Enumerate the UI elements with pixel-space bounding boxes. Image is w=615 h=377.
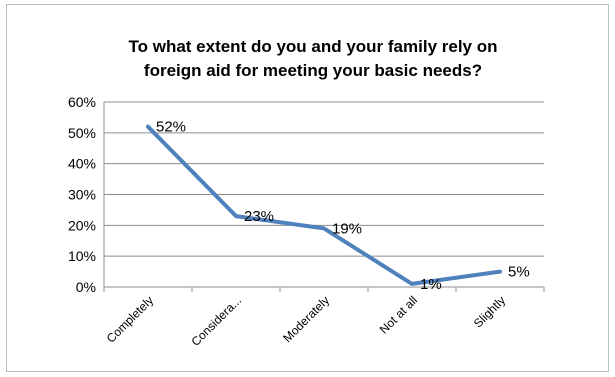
series-line: [146, 124, 502, 286]
x-category-label: Completely: [104, 293, 156, 345]
gridlines: [103, 101, 545, 292]
data-label: 52%: [156, 119, 186, 136]
chart-title-line-1: To what extent do you and your family re…: [128, 37, 497, 56]
series-line-group: [146, 124, 502, 286]
data-label: 23%: [244, 208, 274, 225]
x-category-label: Slightly: [471, 293, 508, 330]
x-category-label: Not at all: [377, 293, 420, 336]
y-tick-label: 60%: [68, 94, 96, 110]
y-tick-label: 10%: [68, 248, 96, 264]
y-tick-label: 30%: [68, 187, 96, 203]
data-label: 5%: [508, 264, 530, 281]
y-axis-ticks: 0% 10% 20% 30% 40% 50% 60%: [68, 94, 96, 295]
data-labels: 52% 23% 19% 1% 5%: [156, 119, 530, 293]
x-category-label: Moderately: [280, 293, 332, 345]
chart-frame: [6, 4, 609, 372]
y-tick-label: 40%: [68, 156, 96, 172]
y-tick-label: 50%: [68, 125, 96, 141]
y-tick-label: 20%: [68, 217, 96, 233]
y-tick-label: 0%: [76, 279, 96, 295]
x-axis-categories: Completely Considera... Moderately Not at a…: [104, 293, 508, 349]
data-label: 1%: [420, 276, 442, 293]
data-label: 19%: [332, 220, 362, 237]
x-category-label: Considera...: [188, 293, 244, 349]
chart-title-line-2: foreign aid for meeting your basic needs…: [144, 61, 482, 80]
